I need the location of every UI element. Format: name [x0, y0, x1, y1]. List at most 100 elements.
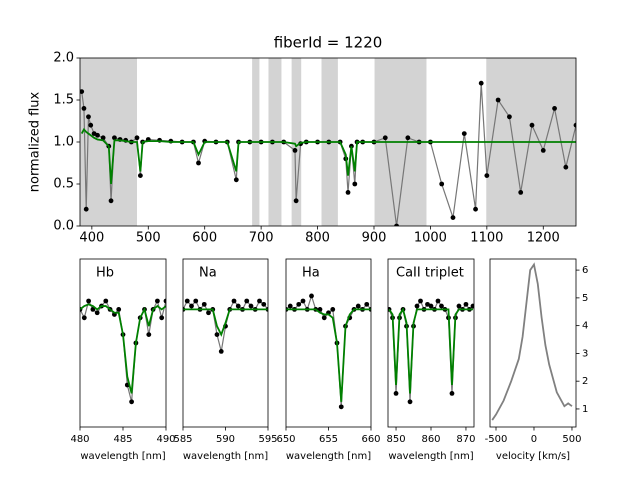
y-tick-label: 1.5: [53, 93, 74, 108]
data-point: [330, 307, 336, 312]
data-point: [248, 303, 254, 309]
y-tick-label: 4: [582, 321, 588, 332]
data-point: [405, 135, 411, 141]
data-point: [552, 106, 557, 111]
data-point: [461, 131, 467, 137]
data-point: [129, 399, 135, 405]
data-point: [193, 298, 199, 304]
series-line: [491, 262, 573, 421]
panel: 850 860 870 wavelength [nm] CaII triplet: [386, 258, 476, 462]
data-point: [518, 190, 524, 195]
x-tick-label: 490: [156, 434, 175, 445]
data-point: [235, 303, 241, 309]
x-tick-label: 870: [456, 434, 475, 445]
panel: 650 655 660 wavelength [nm] Ha: [276, 258, 381, 462]
data-point: [293, 198, 299, 204]
plot-area: [80, 58, 576, 226]
data-point: [352, 181, 358, 187]
data-point: [449, 391, 455, 396]
data-point: [428, 303, 434, 309]
data-point: [478, 80, 484, 86]
x-tick-label: 400: [79, 231, 104, 246]
x-axis-label: wavelength [nm]: [80, 451, 165, 462]
data-point: [450, 215, 456, 221]
x-tick-label: 0: [531, 434, 537, 445]
data-point: [100, 135, 106, 141]
data-point: [163, 298, 166, 304]
panel: 480 485 490 wavelength [nm] Hb: [70, 258, 176, 462]
data-point: [88, 122, 94, 128]
x-tick-label: 600: [192, 231, 217, 246]
data-point: [355, 303, 361, 309]
panel-label: Na: [199, 266, 217, 281]
y-axis-label: normalized flux: [28, 91, 43, 192]
plot-area: [183, 298, 268, 354]
data-point: [83, 206, 89, 212]
chart-title: fiberId = 1220: [274, 34, 383, 52]
data-point: [95, 132, 100, 138]
series-line: [80, 303, 166, 394]
x-axis-label: wavelength [nm]: [183, 451, 268, 462]
data-point: [418, 298, 423, 304]
data-point: [155, 298, 160, 304]
x-tick-label: 1200: [527, 231, 560, 246]
data-point: [86, 114, 91, 120]
data-point: [81, 315, 87, 321]
data-point: [112, 135, 117, 141]
data-point: [321, 315, 327, 321]
data-point: [137, 173, 143, 179]
series-line: [388, 299, 474, 402]
x-tick-label: 595: [258, 434, 277, 445]
x-tick-label: 860: [421, 434, 440, 445]
series-line: [286, 308, 371, 402]
x-tick-label: 900: [362, 231, 387, 246]
data-point: [573, 122, 576, 128]
data-point: [233, 177, 239, 183]
x-tick-label: 700: [249, 231, 274, 246]
data-point: [218, 349, 224, 354]
axes-frame: [387, 258, 475, 428]
data-point: [338, 404, 344, 410]
data-point: [407, 399, 413, 405]
axes-frame: [182, 258, 269, 428]
x-tick-label: 500: [136, 231, 161, 246]
data-point: [414, 303, 420, 309]
data-point: [470, 303, 474, 309]
axes-frame: [285, 258, 372, 428]
data-point: [495, 97, 501, 103]
data-point: [435, 298, 441, 304]
plot-area: [286, 293, 371, 410]
data-point: [189, 303, 194, 309]
data-point: [296, 301, 302, 307]
x-axis-label: velocity [km/s]: [496, 451, 570, 462]
data-point: [108, 198, 114, 204]
data-point: [393, 391, 399, 396]
x-tick-label: 850: [386, 434, 405, 445]
y-tick-label: 1: [582, 404, 588, 415]
plot-area: [388, 298, 474, 405]
data-point: [184, 298, 190, 304]
data-point: [94, 310, 100, 316]
x-tick-label: 590: [216, 434, 235, 445]
data-point: [317, 307, 323, 312]
series-line: [183, 308, 268, 337]
x-tick-label: 660: [361, 434, 380, 445]
x-tick-label: 500: [562, 434, 581, 445]
data-point: [382, 135, 388, 141]
data-point: [214, 332, 220, 337]
data-point: [529, 122, 535, 128]
data-point: [287, 303, 293, 309]
y-tick-label: 0.5: [53, 177, 74, 192]
data-point: [473, 206, 478, 212]
data-point: [244, 298, 250, 304]
y-tick-label: 3: [582, 348, 588, 359]
plot-area: [80, 298, 166, 405]
panel-label: Ha: [302, 266, 320, 281]
y-tick-label: 1.0: [53, 135, 74, 150]
data-point: [563, 164, 569, 170]
panel-label: CaII triplet: [396, 266, 464, 281]
data-point: [86, 298, 91, 304]
data-point: [484, 173, 490, 179]
x-tick-label: 485: [113, 434, 132, 445]
